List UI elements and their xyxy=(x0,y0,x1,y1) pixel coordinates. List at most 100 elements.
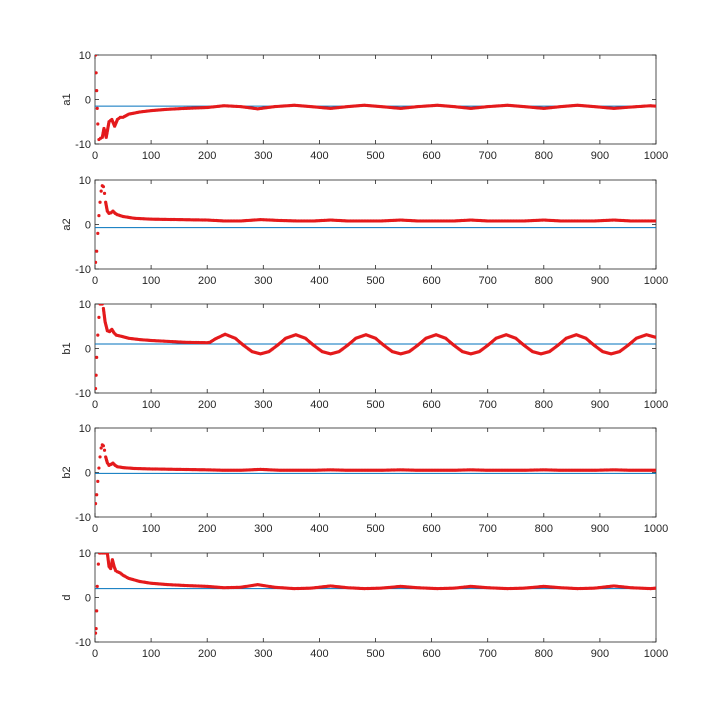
data-point xyxy=(102,448,107,452)
y-tick-label: -10 xyxy=(75,637,91,649)
x-tick-label: 800 xyxy=(535,648,553,660)
data-point xyxy=(96,479,100,483)
x-tick-label: 200 xyxy=(198,150,216,162)
data-point xyxy=(98,455,102,459)
y-tick-label: -10 xyxy=(75,512,91,524)
y-tick-label: -10 xyxy=(75,264,91,276)
x-tick-label: 300 xyxy=(254,523,272,535)
x-tick-label: 1000 xyxy=(644,648,668,660)
data-point xyxy=(98,200,102,204)
y-tick-label: -10 xyxy=(75,388,91,400)
x-tick-label: 400 xyxy=(310,275,328,287)
axes-box xyxy=(94,303,657,394)
x-tick-label: 100 xyxy=(142,275,160,287)
y-axis-label: a2 xyxy=(61,218,73,230)
x-tick-label: 1000 xyxy=(644,150,668,162)
x-tick-label: 900 xyxy=(591,399,609,411)
y-axis-label: a1 xyxy=(61,93,73,105)
data-point xyxy=(95,71,98,75)
data-point xyxy=(95,260,98,264)
x-tick-label: 0 xyxy=(92,275,98,287)
data-point xyxy=(97,315,101,319)
y-tick-label: 0 xyxy=(85,468,91,480)
x-tick-label: 100 xyxy=(142,648,160,660)
data-point xyxy=(654,335,656,339)
axes-box xyxy=(94,179,657,270)
plot-area xyxy=(95,553,656,635)
x-tick-label: 200 xyxy=(198,399,216,411)
data-point xyxy=(654,468,656,472)
data-point xyxy=(95,609,99,613)
data-point xyxy=(101,185,106,189)
x-tick-label: 600 xyxy=(422,150,440,162)
data-point xyxy=(96,231,100,235)
axes-box xyxy=(94,54,657,145)
x-tick-label: 300 xyxy=(254,275,272,287)
x-tick-label: 600 xyxy=(422,275,440,287)
y-tick-label: 10 xyxy=(79,175,91,187)
x-tick-label: 300 xyxy=(254,399,272,411)
axes-box xyxy=(94,552,657,643)
data-point xyxy=(95,627,98,631)
x-tick-label: 0 xyxy=(92,523,98,535)
data-point xyxy=(101,444,106,448)
y-tick-label: -10 xyxy=(75,139,91,151)
x-tick-label: 400 xyxy=(310,648,328,660)
x-tick-label: 200 xyxy=(198,275,216,287)
x-tick-label: 800 xyxy=(535,275,553,287)
data-point xyxy=(95,249,99,253)
y-tick-label: 0 xyxy=(85,344,91,356)
data-point xyxy=(96,333,100,337)
estimate-series xyxy=(95,304,656,391)
x-tick-label: 0 xyxy=(92,399,98,411)
x-tick-label: 400 xyxy=(310,150,328,162)
x-tick-label: 800 xyxy=(535,523,553,535)
data-point xyxy=(95,55,98,57)
x-tick-label: 0 xyxy=(92,648,98,660)
data-point xyxy=(95,493,99,497)
estimate-series xyxy=(95,184,656,264)
data-point xyxy=(95,386,98,391)
estimate-series xyxy=(95,55,656,142)
x-tick-label: 900 xyxy=(591,275,609,287)
x-tick-label: 700 xyxy=(479,150,497,162)
data-point xyxy=(654,219,656,223)
plot-area xyxy=(95,184,656,264)
data-point xyxy=(96,562,100,566)
data-point xyxy=(99,446,103,450)
y-tick-label: 0 xyxy=(85,593,91,605)
x-tick-label: 100 xyxy=(142,523,160,535)
x-tick-label: 300 xyxy=(254,648,272,660)
x-tick-label: 400 xyxy=(310,399,328,411)
data-point xyxy=(95,373,98,377)
data-point xyxy=(95,502,98,506)
plot-area xyxy=(95,443,656,506)
x-tick-label: 0 xyxy=(92,150,98,162)
plot-area xyxy=(95,304,656,391)
x-tick-label: 600 xyxy=(422,648,440,660)
data-point xyxy=(97,214,101,218)
x-tick-label: 200 xyxy=(198,648,216,660)
x-tick-label: 500 xyxy=(366,275,384,287)
x-tick-label: 700 xyxy=(479,523,497,535)
axes-box xyxy=(94,427,657,518)
x-tick-label: 100 xyxy=(142,399,160,411)
x-tick-label: 700 xyxy=(479,275,497,287)
data-point xyxy=(95,89,99,93)
x-tick-label: 600 xyxy=(422,399,440,411)
x-tick-label: 100 xyxy=(142,150,160,162)
x-tick-label: 500 xyxy=(366,150,384,162)
y-axis-label: d xyxy=(61,594,73,600)
x-tick-label: 900 xyxy=(591,150,609,162)
data-point xyxy=(100,304,104,306)
x-tick-label: 900 xyxy=(591,523,609,535)
data-point xyxy=(654,586,656,590)
x-tick-label: 700 xyxy=(479,648,497,660)
x-tick-label: 200 xyxy=(198,523,216,535)
y-tick-label: 10 xyxy=(79,299,91,311)
